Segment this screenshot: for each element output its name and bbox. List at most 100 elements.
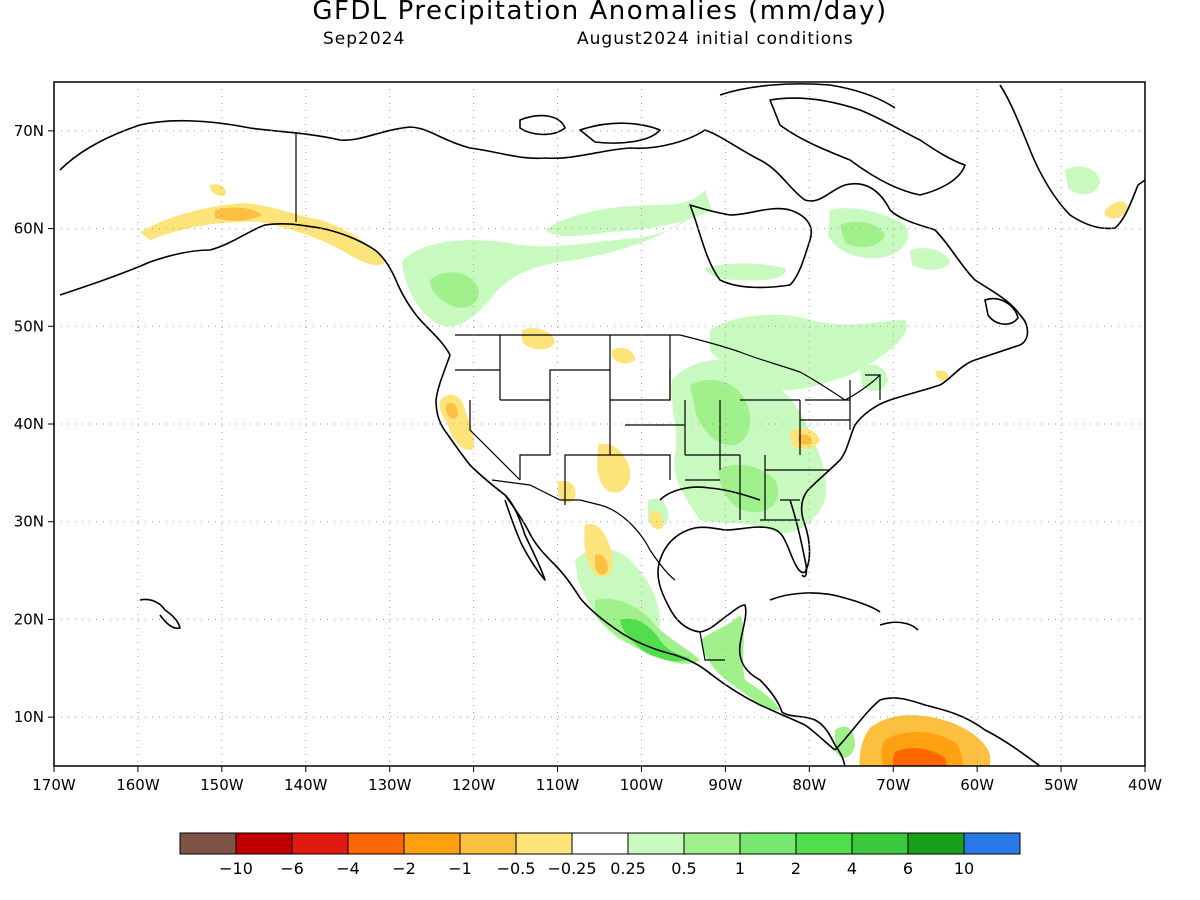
dry-area-arizona xyxy=(558,480,576,503)
colorbar-label: 0.5 xyxy=(671,859,696,878)
colorbar-label: 2 xyxy=(791,859,801,878)
dry-area-montana xyxy=(522,328,555,350)
dry-area-alaska-core xyxy=(215,207,262,221)
colorbar-swatch xyxy=(627,832,685,855)
border-mexico-guatemala xyxy=(699,631,725,661)
colorbar-label: 10 xyxy=(954,859,974,878)
colorbar-label: −4 xyxy=(336,859,360,878)
island-banks xyxy=(519,114,566,136)
colorbar: −10 −6 −4 −2 −1 −0.5 −0.25 0.25 0.5 1 2 4 6 10 xyxy=(179,832,1021,878)
dry-area-new-mexico xyxy=(597,443,631,493)
colorbar-swatch xyxy=(515,832,573,855)
colorbar-swatch xyxy=(459,832,517,855)
colorbar-label: −1 xyxy=(448,859,472,878)
lon-tick-label: 50W xyxy=(1044,776,1078,794)
coastline-gulf xyxy=(659,486,761,501)
colorbar-label: −6 xyxy=(280,859,304,878)
colorbar-label: −10 xyxy=(219,859,253,878)
lat-tick-label: 30N xyxy=(14,513,44,531)
chart-title: GFDL Precipitation Anomalies (mm/day) xyxy=(312,0,888,26)
lon-tick-label: 80W xyxy=(792,776,826,794)
lon-tick-label: 120W xyxy=(452,776,496,794)
dry-area-venezuela-core xyxy=(892,748,947,766)
initial-conditions: August2024 initial conditions xyxy=(577,29,854,49)
colorbar-swatch xyxy=(571,832,629,855)
colorbar-swatch xyxy=(683,832,741,855)
lon-tick-label: 160W xyxy=(116,776,160,794)
island-hawaii xyxy=(139,598,181,630)
colorbar-swatch xyxy=(963,832,1021,855)
wet-area-northeast xyxy=(860,364,888,392)
colorbar-label: −0.5 xyxy=(497,859,536,878)
island-baffin xyxy=(769,97,966,196)
wet-area-ontario xyxy=(710,314,907,391)
coastline-hudson-bay xyxy=(689,204,812,289)
colorbar-swatch xyxy=(907,832,965,855)
coastline-florida xyxy=(789,499,808,578)
political-borders xyxy=(295,132,881,661)
colorbar-swatch xyxy=(347,832,405,855)
border-us-mexico xyxy=(491,479,676,581)
wet-area-south-america-west xyxy=(835,726,855,758)
colorbar-swatch xyxy=(739,832,797,855)
lon-tick-label: 100W xyxy=(620,776,664,794)
island-victoria xyxy=(579,122,661,144)
lon-tick-label: 140W xyxy=(284,776,328,794)
border-states-west xyxy=(455,335,685,505)
dry-area-virginia-core xyxy=(798,434,813,445)
lat-tick-label: 60N xyxy=(14,220,44,238)
dry-area-california-core xyxy=(446,403,458,419)
wet-area-hudson xyxy=(705,263,786,281)
coastline-hispaniola xyxy=(879,621,919,631)
colorbar-label: 4 xyxy=(847,859,857,878)
coastline-north-america xyxy=(59,119,1029,766)
dry-area-texas xyxy=(650,510,663,530)
colorbar-swatch xyxy=(851,832,909,855)
lon-tick-label: 40W xyxy=(1128,776,1162,794)
dry-area-mexico-core xyxy=(595,554,608,575)
lon-tick-label: 70W xyxy=(876,776,910,794)
dry-area-alaska-south xyxy=(140,203,385,266)
colorbar-label: 0.25 xyxy=(610,859,646,878)
forecast-month: Sep2024 xyxy=(323,29,406,49)
lon-tick-label: 110W xyxy=(536,776,580,794)
wet-area-arctic xyxy=(545,190,712,237)
lat-tick-label: 70N xyxy=(14,122,44,140)
dry-area-nova-scotia xyxy=(935,370,949,382)
dry-area-dakotas xyxy=(612,348,635,364)
colorbar-label: 6 xyxy=(903,859,913,878)
colorbar-label: −2 xyxy=(392,859,416,878)
axis-ticks: 170W 160W 150W 140W 130W 120W 110W 100W 90W 80W 70… xyxy=(14,122,1162,794)
wet-area-greenland xyxy=(1065,166,1100,195)
island-newfoundland xyxy=(984,298,1019,325)
coastline-pacific xyxy=(59,222,836,751)
coastlines xyxy=(59,83,1145,766)
lon-tick-label: 130W xyxy=(368,776,412,794)
coastline-cuba xyxy=(769,592,881,613)
border-states-central xyxy=(669,335,850,520)
wet-area-mexico-core xyxy=(620,618,690,662)
dry-area-greenland-south xyxy=(1105,201,1128,219)
wet-area-quebec-core xyxy=(840,221,885,247)
coastline-baja xyxy=(504,494,546,581)
wet-area-southeast xyxy=(718,464,779,513)
colorbar-swatch xyxy=(291,832,349,855)
lat-tick-label: 50N xyxy=(14,317,44,335)
lat-tick-label: 10N xyxy=(14,708,44,726)
coastline-south-america xyxy=(834,697,1041,766)
lon-tick-label: 150W xyxy=(200,776,244,794)
coastline-greenland xyxy=(999,84,1145,230)
lon-tick-label: 90W xyxy=(708,776,742,794)
colorbar-label: −0.25 xyxy=(547,859,596,878)
border-us-canada xyxy=(455,334,881,401)
wet-area-bc-mid xyxy=(430,272,479,308)
colorbar-swatch xyxy=(235,832,293,855)
lat-tick-label: 20N xyxy=(14,610,44,628)
wet-area-central-america xyxy=(700,615,780,711)
island-ellesmere xyxy=(719,83,896,109)
colorbar-swatch xyxy=(795,832,853,855)
wet-area-labrador xyxy=(910,248,950,270)
lon-tick-label: 60W xyxy=(960,776,994,794)
border-states-east xyxy=(760,374,881,521)
